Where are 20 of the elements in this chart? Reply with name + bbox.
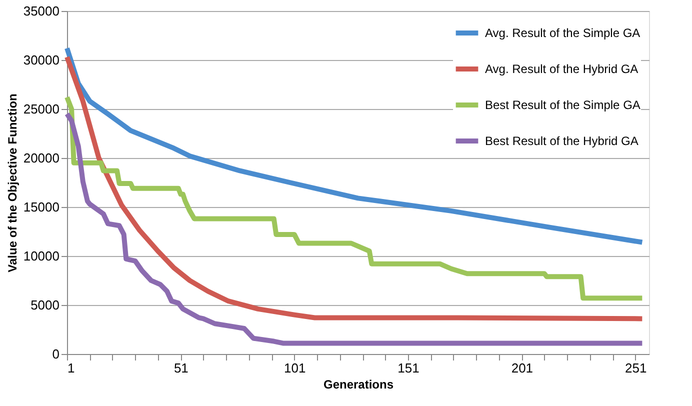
x-axis-title: Generations (323, 378, 394, 392)
y-tick-label: 20000 (23, 150, 60, 166)
y-tick-label: 15000 (23, 200, 60, 214)
legend-label: Avg. Result of the Hybrid GA (485, 62, 638, 76)
x-tick-label: 1 (68, 360, 75, 376)
y-tick-label: 5000 (30, 298, 60, 312)
legend-label: Best Result of the Simple GA (485, 98, 640, 112)
x-tick-label: 251 (625, 360, 647, 376)
x-tick-label: 51 (174, 360, 188, 376)
x-tick-label: 101 (284, 360, 306, 376)
y-tick-label: 10000 (23, 248, 60, 264)
y-tick-label: 35000 (23, 4, 60, 18)
y-tick-label: 0 (52, 346, 60, 362)
y-axis-title: Value of the Objective Function (5, 94, 20, 272)
x-tick-label: 151 (398, 360, 420, 376)
x-tick-label: 201 (511, 360, 534, 376)
legend-label: Best Result of the Hybrid GA (485, 134, 638, 148)
legend-label: Avg. Result of the Simple GA (485, 26, 640, 40)
y-tick-label: 30000 (23, 52, 60, 68)
y-tick-label: 25000 (23, 102, 60, 116)
